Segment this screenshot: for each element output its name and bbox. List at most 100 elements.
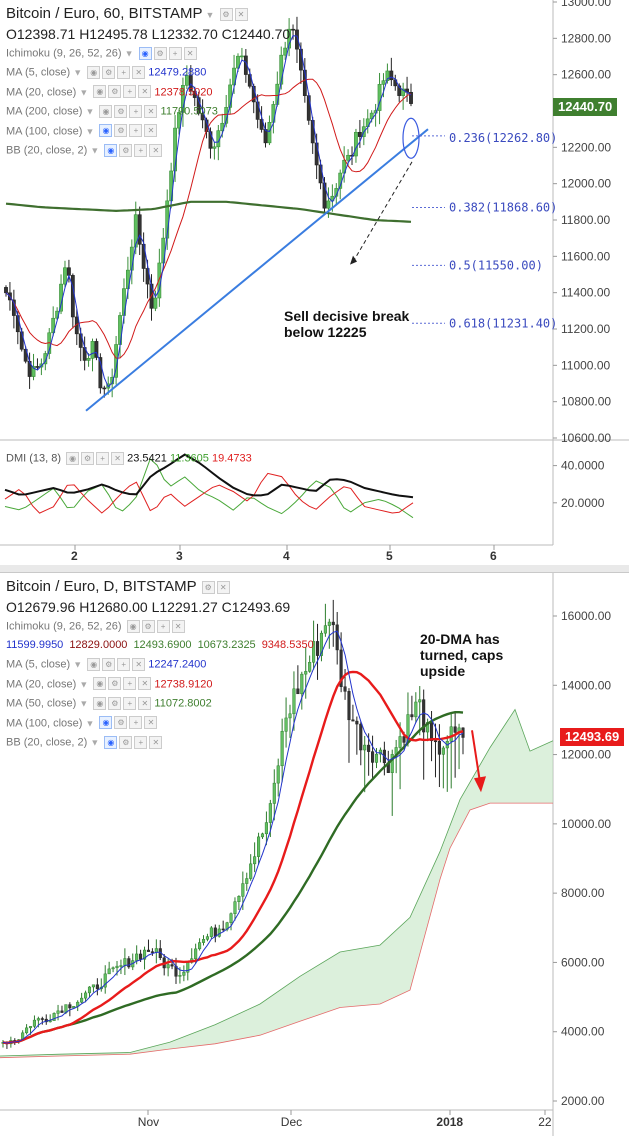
settings-icon[interactable]: ⚙: [119, 735, 133, 749]
chevron-down-icon[interactable]: ▼: [90, 737, 100, 748]
indicator-name: Ichimoku (9, 26, 52, 26): [6, 47, 122, 60]
hourly-chart-panel[interactable]: 13000.0012800.0012600.0012400.0012200.00…: [0, 0, 629, 566]
close-icon[interactable]: ✕: [149, 143, 163, 157]
settings-icon[interactable]: ⚙: [102, 658, 116, 671]
chevron-down-icon[interactable]: ▼: [73, 67, 83, 78]
settings-icon[interactable]: ⚙: [102, 66, 116, 79]
add-icon[interactable]: +: [96, 451, 110, 465]
daily-chart-panel[interactable]: 16000.00 14000.00 12000.00 10000.00 8000.00 6…: [0, 572, 629, 1136]
eye-icon[interactable]: ◉: [138, 46, 152, 60]
add-icon[interactable]: +: [168, 46, 182, 60]
indicator-legend-row[interactable]: BB (20, close, 2) ▼ ◉ ⚙ + ✕: [6, 733, 320, 752]
close-icon[interactable]: ✕: [132, 66, 146, 79]
close-icon[interactable]: ✕: [216, 581, 230, 595]
eye-icon[interactable]: ◉: [87, 66, 101, 79]
candle-body: [284, 717, 288, 732]
indicator-legend-row[interactable]: MA (200, close) ▼ ◉ ⚙ + ✕ 11790.5073: [6, 102, 290, 121]
indicator-legend-row[interactable]: MA (100, close) ▼ ◉ ⚙ + ✕: [6, 122, 290, 141]
add-icon[interactable]: +: [129, 716, 143, 730]
close-icon[interactable]: ✕: [138, 677, 152, 691]
indicator-legend-row[interactable]: MA (5, close) ▼ ◉ ⚙ + ✕ 12479.2880: [6, 63, 290, 82]
close-icon[interactable]: ✕: [183, 46, 197, 60]
candle-body: [409, 91, 413, 104]
chart-title: Bitcoin / Euro, D, BITSTAMP: [6, 578, 197, 595]
close-icon[interactable]: ✕: [138, 85, 152, 99]
chevron-down-icon[interactable]: ▼: [205, 10, 215, 20]
close-icon[interactable]: ✕: [144, 716, 158, 730]
settings-icon[interactable]: ⚙: [201, 581, 215, 595]
settings-icon[interactable]: ⚙: [219, 8, 233, 22]
settings-icon[interactable]: ⚙: [119, 143, 133, 157]
chevron-down-icon[interactable]: ▼: [73, 659, 83, 670]
chevron-down-icon[interactable]: ▼: [85, 718, 95, 729]
settings-icon[interactable]: ⚙: [114, 104, 128, 118]
add-icon[interactable]: +: [117, 658, 131, 671]
y-tick-label: 10000.00: [561, 817, 611, 831]
candle-body: [233, 901, 237, 914]
indicator-legend-row[interactable]: MA (100, close) ▼ ◉ ⚙ + ✕: [6, 714, 320, 733]
arrow-head: [474, 776, 486, 793]
eye-icon[interactable]: ◉: [93, 677, 107, 691]
settings-icon[interactable]: ⚙: [153, 46, 167, 60]
add-icon[interactable]: +: [123, 696, 137, 710]
daily-chart-canvas[interactable]: 16000.00 14000.00 12000.00 10000.00 8000.00 6…: [0, 573, 629, 1136]
settings-icon[interactable]: ⚙: [108, 85, 122, 99]
add-icon[interactable]: +: [123, 677, 137, 691]
eye-icon[interactable]: ◉: [99, 716, 113, 730]
close-icon[interactable]: ✕: [149, 735, 163, 749]
close-icon[interactable]: ✕: [111, 451, 125, 465]
candle-body: [94, 341, 99, 358]
settings-icon[interactable]: ⚙: [81, 451, 95, 465]
eye-icon[interactable]: ◉: [93, 85, 107, 99]
settings-icon[interactable]: ⚙: [114, 124, 128, 138]
close-icon[interactable]: ✕: [138, 696, 152, 710]
add-icon[interactable]: +: [156, 619, 170, 633]
indicator-legend-row[interactable]: MA (50, close) ▼ ◉ ⚙ + ✕ 11072.8002: [6, 694, 320, 713]
chevron-down-icon[interactable]: ▼: [79, 87, 89, 98]
eye-icon[interactable]: ◉: [99, 124, 113, 138]
chevron-down-icon[interactable]: ▼: [79, 698, 89, 709]
chevron-down-icon[interactable]: ▼: [79, 679, 89, 690]
candle-body: [279, 54, 284, 85]
close-icon[interactable]: ✕: [132, 658, 146, 671]
candle-body: [410, 714, 414, 718]
add-icon[interactable]: +: [117, 66, 131, 79]
eye-icon[interactable]: ◉: [99, 104, 113, 118]
ichimoku-value: 10673.2325: [197, 639, 256, 652]
fib-level-label: 0.5(11550.00): [449, 258, 543, 272]
chevron-down-icon[interactable]: ▼: [85, 126, 95, 137]
candle-body: [103, 973, 107, 988]
y-tick-label: 11200.00: [561, 322, 610, 336]
candle-body: [264, 822, 268, 835]
settings-icon[interactable]: ⚙: [114, 716, 128, 730]
eye-icon[interactable]: ◉: [93, 696, 107, 710]
close-icon[interactable]: ✕: [144, 124, 158, 138]
indicator-legend-row[interactable]: MA (5, close) ▼ ◉ ⚙ + ✕ 12247.2400: [6, 655, 320, 674]
close-icon[interactable]: ✕: [234, 8, 248, 22]
eye-icon[interactable]: ◉: [87, 658, 101, 671]
close-icon[interactable]: ✕: [144, 104, 158, 118]
add-icon[interactable]: +: [123, 85, 137, 99]
candle-body: [260, 833, 265, 838]
indicator-legend-row[interactable]: MA (20, close) ▼ ◉ ⚙ + ✕ 12378.5020: [6, 83, 290, 102]
close-icon[interactable]: ✕: [171, 619, 185, 633]
indicator-legend-row[interactable]: MA (20, close) ▼ ◉ ⚙ + ✕ 12738.9120: [6, 675, 320, 694]
add-icon[interactable]: +: [134, 735, 148, 749]
eye-icon[interactable]: ◉: [104, 735, 118, 749]
chevron-down-icon[interactable]: ▼: [90, 145, 100, 156]
add-icon[interactable]: +: [129, 104, 143, 118]
candle-body: [32, 1019, 37, 1027]
settings-icon[interactable]: ⚙: [108, 696, 122, 710]
chevron-down-icon[interactable]: ▼: [85, 106, 95, 117]
eye-icon[interactable]: ◉: [66, 451, 80, 465]
candle-body: [323, 625, 327, 634]
eye-icon[interactable]: ◉: [126, 619, 140, 633]
indicator-legend-row[interactable]: Ichimoku (9, 26, 52, 26) ▼ ◉ ⚙ + ✕: [6, 44, 290, 63]
indicator-legend-row[interactable]: BB (20, close, 2) ▼ ◉ ⚙ + ✕: [6, 141, 290, 160]
settings-icon[interactable]: ⚙: [141, 619, 155, 633]
chevron-down-icon[interactable]: ▼: [124, 48, 134, 59]
eye-icon[interactable]: ◉: [104, 143, 118, 157]
add-icon[interactable]: +: [134, 143, 148, 157]
settings-icon[interactable]: ⚙: [108, 677, 122, 691]
add-icon[interactable]: +: [129, 124, 143, 138]
